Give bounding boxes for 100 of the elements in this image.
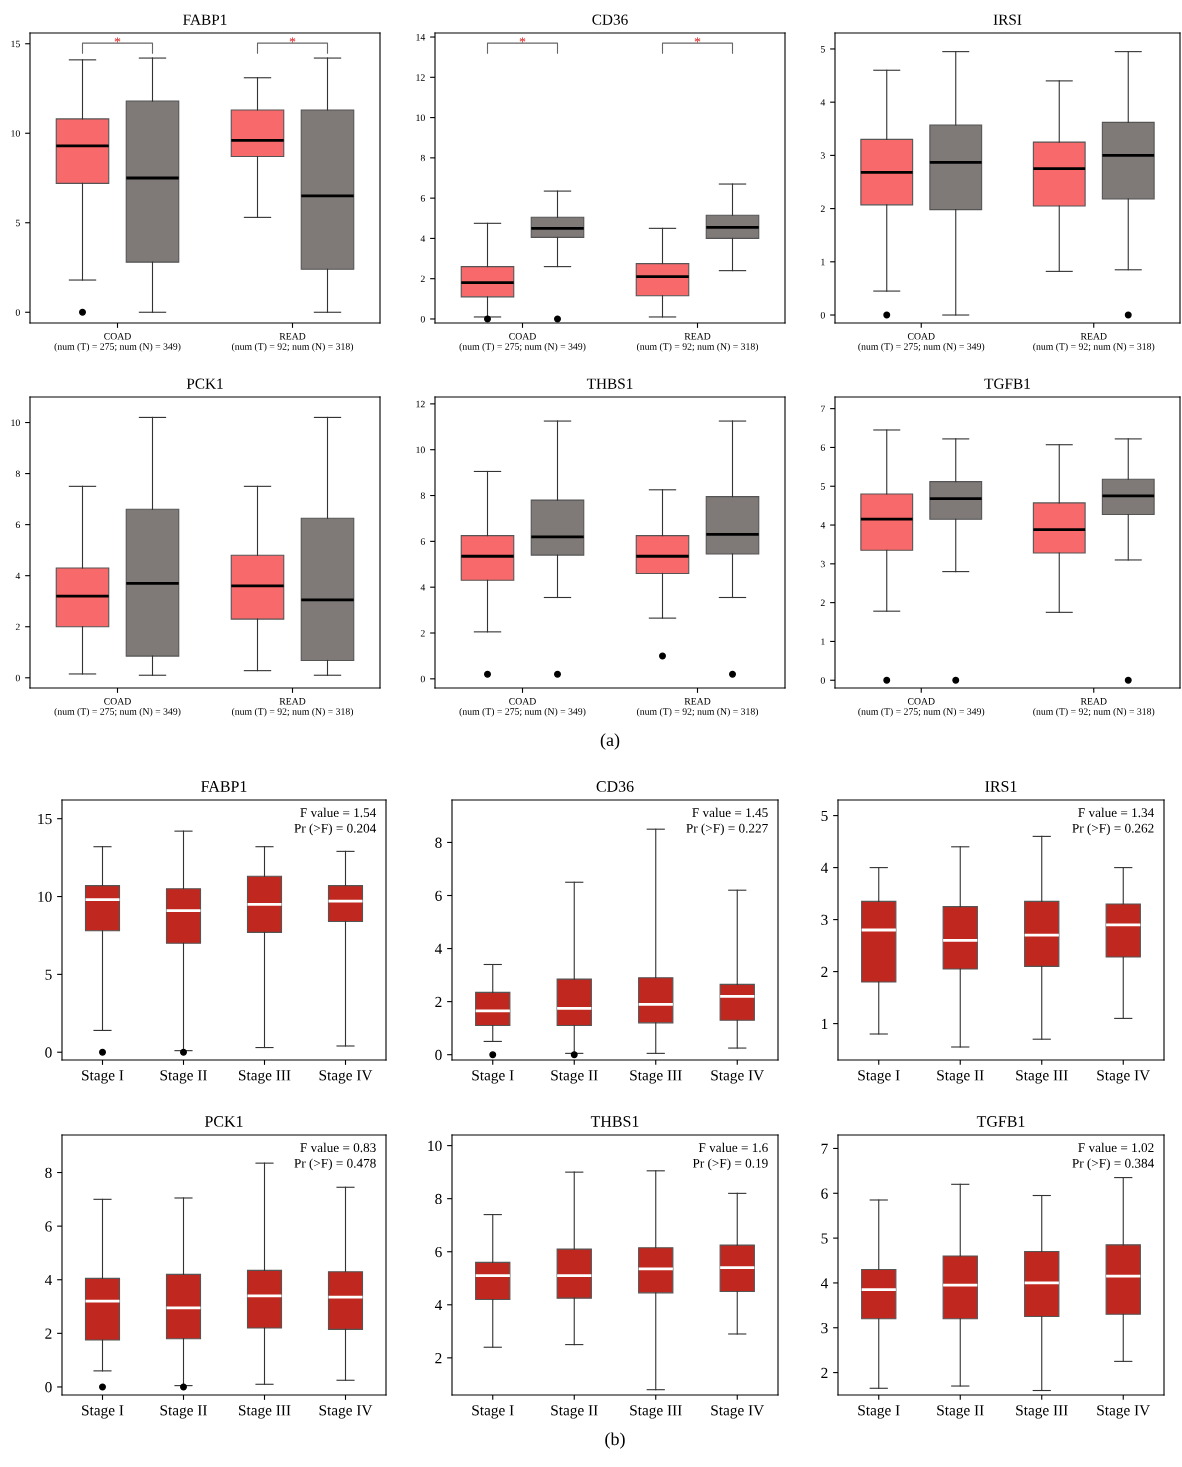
annotation: F value = 1.02 <box>1078 1142 1154 1153</box>
chart-title: PCK1 <box>204 1116 243 1127</box>
x-tick-label: Stage III <box>1016 1070 1068 1084</box>
annotation: * <box>519 37 526 43</box>
annotation: F value = 1.34 <box>1078 807 1155 818</box>
x-tick-label: Stage I <box>472 1070 514 1084</box>
y-tick-label: 2 <box>820 205 825 212</box>
y-tick-label: 10 <box>38 891 52 902</box>
annotation: F value = 1.6 <box>698 1142 768 1153</box>
annotation: * <box>694 37 701 43</box>
y-tick-label: 3 <box>821 1322 828 1334</box>
y-tick-label: 4 <box>820 522 826 529</box>
x-tick-label: Stage II <box>551 1070 598 1084</box>
annotation: * <box>114 37 121 43</box>
y-tick-label: 4 <box>434 1300 443 1311</box>
y-tick-label: 7 <box>821 405 825 413</box>
y-tick-label: 8 <box>420 154 425 162</box>
y-tick-label: 7 <box>821 1143 828 1154</box>
x-tick-label: Stage IV <box>319 1070 373 1084</box>
y-tick-label: 8 <box>435 837 442 848</box>
y-tick-label: 0 <box>820 677 825 684</box>
chart-title: TGFB1 <box>984 378 1030 389</box>
y-tick-label: 10 <box>11 130 20 137</box>
chart-title: FABP1 <box>201 781 247 792</box>
x-tick-label: COAD (num (T) = 275; num (N) = 349) <box>54 698 181 717</box>
annotation: * <box>289 37 296 43</box>
x-tick-label: Stage II <box>160 1405 207 1419</box>
x-tick-label: Stage III <box>630 1070 682 1084</box>
y-tick-label: 1 <box>821 258 825 266</box>
y-tick-label: 2 <box>821 966 828 977</box>
y-tick-label: 15 <box>11 40 20 48</box>
y-tick-label: 10 <box>416 446 425 454</box>
annotation: F value = 1.45 <box>692 807 768 818</box>
x-tick-label: Stage IV <box>711 1070 765 1084</box>
y-tick-label: 0 <box>420 675 425 683</box>
y-tick-label: 2 <box>435 1353 442 1364</box>
y-tick-label: 8 <box>435 1193 442 1205</box>
x-tick-label: READ (num (T) = 92; num (N) = 318) <box>636 698 759 717</box>
x-tick-label: COAD (num (T) = 275; num (N) = 349) <box>858 333 985 352</box>
y-tick-label: 2 <box>820 599 825 607</box>
chart-title: TGFB1 <box>976 1116 1025 1127</box>
y-tick-label: 6 <box>420 538 425 545</box>
y-tick-label: 4 <box>434 943 443 954</box>
y-tick-label: 6 <box>15 521 20 529</box>
y-tick-label: 6 <box>821 1188 828 1199</box>
annotation: F value = 1.54 <box>300 807 377 818</box>
x-tick-label: READ (num (T) = 92; num (N) = 318) <box>1033 698 1155 717</box>
x-tick-label: Stage III <box>239 1405 291 1419</box>
x-tick-label: COAD (num (T) = 275; num (N) = 349) <box>54 333 181 352</box>
chart-title: CD36 <box>596 781 634 792</box>
y-tick-label: 10 <box>428 1140 442 1152</box>
y-tick-label: 6 <box>420 195 425 202</box>
y-tick-label: 0 <box>15 674 20 682</box>
chart-title: THBS1 <box>590 1116 639 1127</box>
y-tick-label: 2 <box>821 1367 828 1378</box>
y-tick-label: 3 <box>821 914 828 926</box>
x-tick-label: COAD (num (T) = 275; num (N) = 349) <box>459 333 586 352</box>
y-tick-label: 3 <box>820 560 825 568</box>
y-tick-label: 4 <box>44 1274 53 1286</box>
annotation: Pr (>F) = 0.19 <box>692 1158 768 1171</box>
y-tick-label: 10 <box>416 114 425 122</box>
x-tick-label: Stage II <box>937 1405 984 1419</box>
y-tick-label: 12 <box>416 74 425 81</box>
x-tick-label: Stage IV <box>1097 1405 1151 1419</box>
chart-title: PCK1 <box>186 378 223 389</box>
y-tick-label: 2 <box>45 1328 52 1339</box>
x-tick-label: Stage II <box>937 1070 984 1084</box>
y-tick-label: 1 <box>821 638 825 645</box>
chart-title: IRS1 <box>985 781 1017 792</box>
x-tick-label: Stage I <box>858 1070 900 1084</box>
annotation: F value = 0.83 <box>300 1142 376 1153</box>
y-tick-label: 14 <box>416 33 426 41</box>
y-tick-label: 4 <box>420 235 426 242</box>
y-tick-label: 5 <box>820 45 825 53</box>
x-axis-title: (a) <box>600 733 620 750</box>
y-tick-label: 2 <box>15 623 20 631</box>
y-tick-label: 8 <box>420 492 425 499</box>
y-tick-label: 0 <box>820 311 825 319</box>
annotation: Pr (>F) = 0.227 <box>686 823 768 836</box>
y-tick-label: 0 <box>15 309 20 316</box>
y-tick-label: 6 <box>820 444 825 451</box>
x-tick-label: READ (num (T) = 92; num (N) = 318) <box>636 333 759 352</box>
annotation: Pr (>F) = 0.478 <box>294 1158 376 1171</box>
y-tick-label: 10 <box>11 419 20 426</box>
x-tick-label: Stage I <box>82 1405 124 1419</box>
x-tick-label: Stage IV <box>1097 1070 1151 1084</box>
y-tick-label: 5 <box>821 1233 828 1244</box>
y-tick-label: 4 <box>820 862 829 873</box>
x-tick-label: Stage III <box>239 1070 291 1084</box>
y-tick-label: 5 <box>820 483 825 490</box>
y-tick-label: 0 <box>435 1049 442 1061</box>
x-tick-label: READ (num (T) = 92; num (N) = 318) <box>231 333 354 352</box>
x-tick-label: COAD (num (T) = 275; num (N) = 349) <box>459 698 586 717</box>
y-tick-label: 15 <box>38 813 52 825</box>
x-tick-label: Stage II <box>551 1405 598 1419</box>
x-tick-label: Stage I <box>472 1405 514 1419</box>
y-tick-label: 6 <box>45 1221 52 1232</box>
y-tick-label: 6 <box>435 890 442 901</box>
y-tick-label: 6 <box>435 1246 442 1258</box>
x-tick-label: Stage II <box>160 1070 207 1084</box>
